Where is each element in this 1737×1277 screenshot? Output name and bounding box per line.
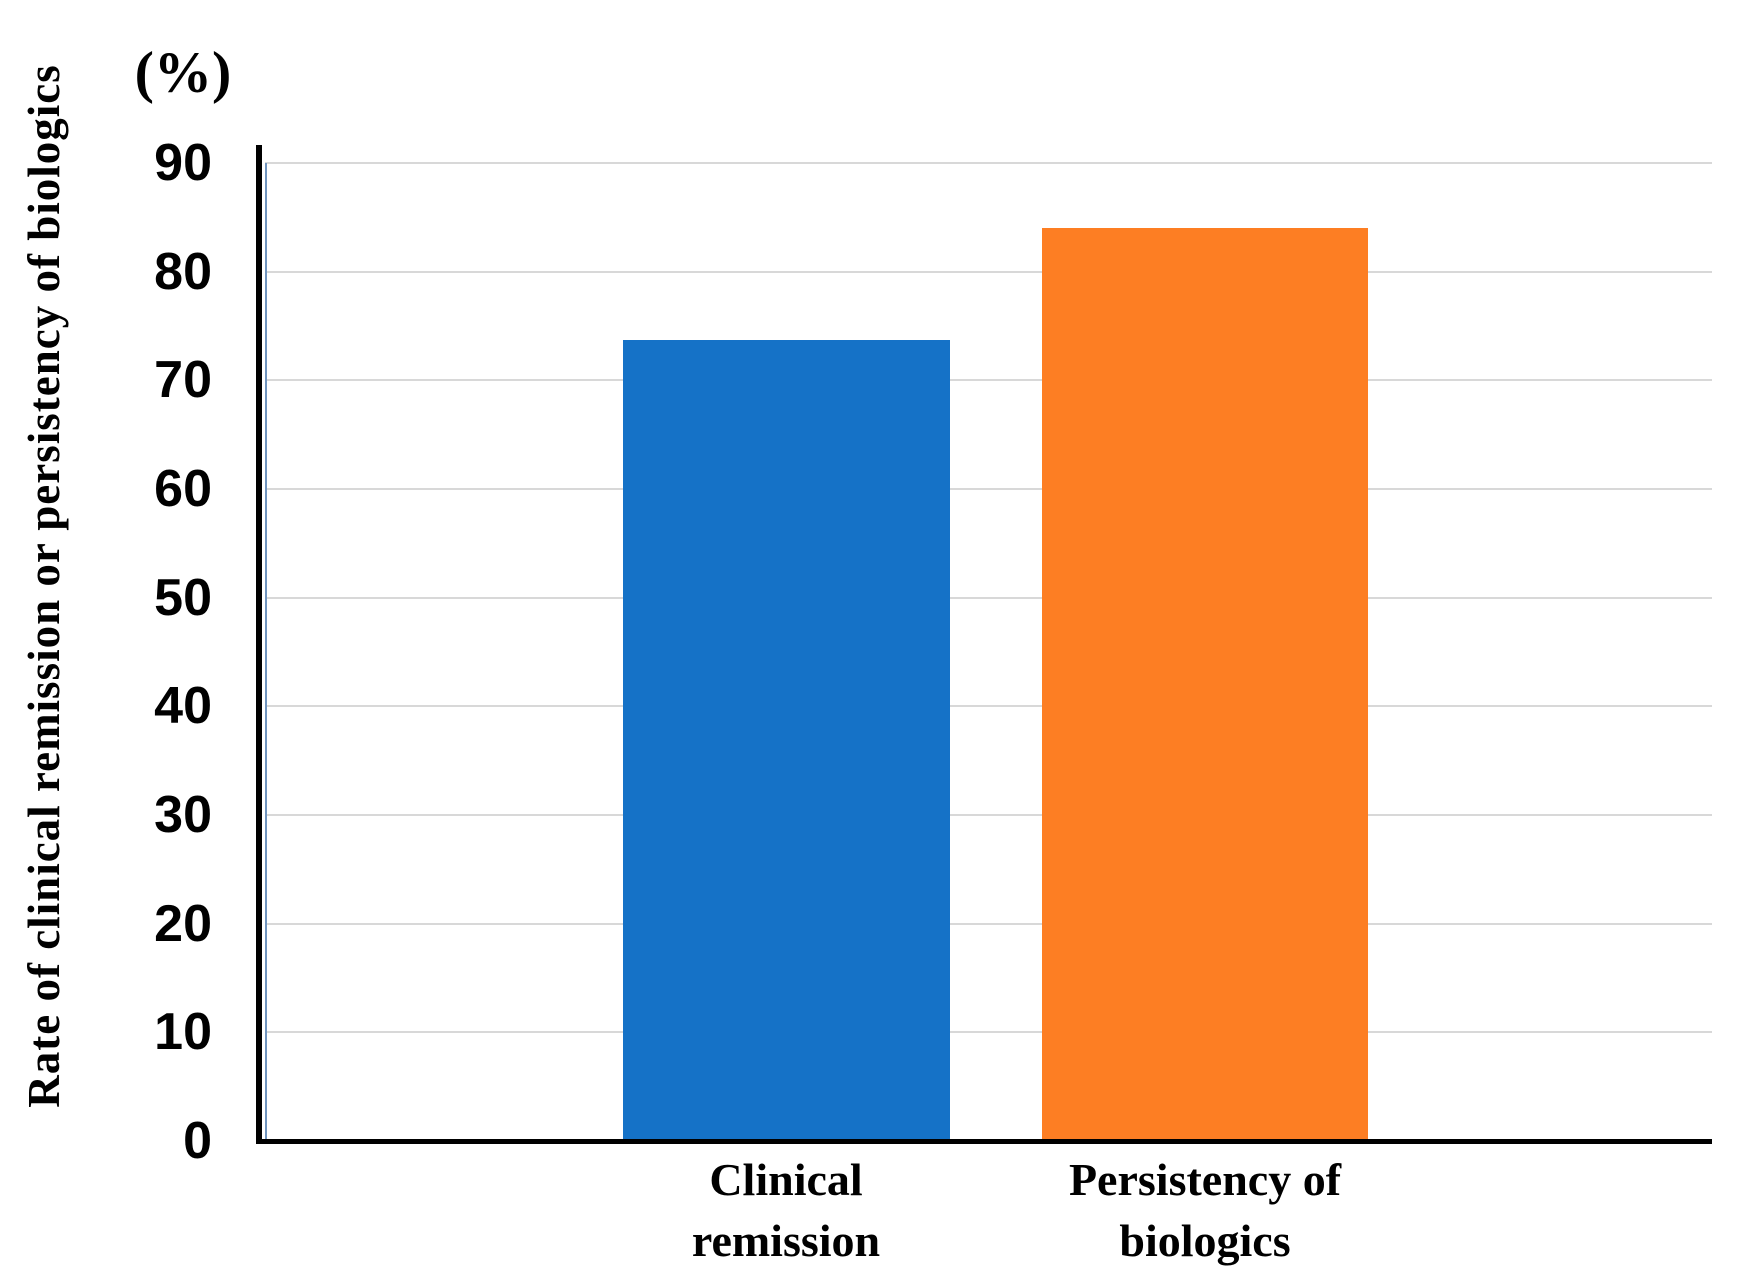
bar-persistency-of-biologics bbox=[1042, 228, 1368, 1141]
y-axis-unit-label: (%) bbox=[134, 39, 232, 105]
y-tick-label-20: 20 bbox=[154, 894, 212, 953]
y-tick-label-60: 60 bbox=[154, 460, 212, 518]
gridline-70 bbox=[265, 379, 1712, 382]
y-tick-label-0: 0 bbox=[183, 1112, 212, 1170]
gridline-10 bbox=[265, 1031, 1712, 1034]
y-tick-label-70: 70 bbox=[154, 351, 212, 410]
bar-clinical-remission bbox=[623, 340, 950, 1141]
y-tick-label-90: 90 bbox=[154, 134, 212, 192]
gridline-80 bbox=[265, 270, 1712, 273]
y-tick-label-10: 10 bbox=[154, 1003, 212, 1062]
gridline-50 bbox=[265, 596, 1712, 599]
category-label-line: remission bbox=[691, 1214, 881, 1266]
y-tick-label-50: 50 bbox=[154, 568, 212, 627]
gridline-90 bbox=[265, 162, 1712, 164]
category-label-line: biologics bbox=[1119, 1214, 1291, 1266]
x-axis-line bbox=[256, 1139, 1712, 1144]
gridline-60 bbox=[265, 488, 1712, 490]
y-tick-label-30: 30 bbox=[154, 786, 212, 844]
category-label-persistency-of-biologics: Persistency of biologics bbox=[1069, 1150, 1341, 1271]
gridline-30 bbox=[265, 814, 1712, 816]
y-axis-line bbox=[256, 145, 262, 1144]
y-tick-label-40: 40 bbox=[154, 677, 212, 736]
gridline-20 bbox=[265, 922, 1712, 925]
y-tick-label-80: 80 bbox=[154, 242, 212, 301]
category-label-clinical-remission: Clinical remission bbox=[692, 1150, 880, 1271]
plot-border-left-line bbox=[265, 163, 267, 1141]
category-label-line: Clinical bbox=[709, 1154, 863, 1205]
category-label-line: Persistency of bbox=[1068, 1154, 1342, 1205]
gridline-40 bbox=[265, 705, 1712, 708]
